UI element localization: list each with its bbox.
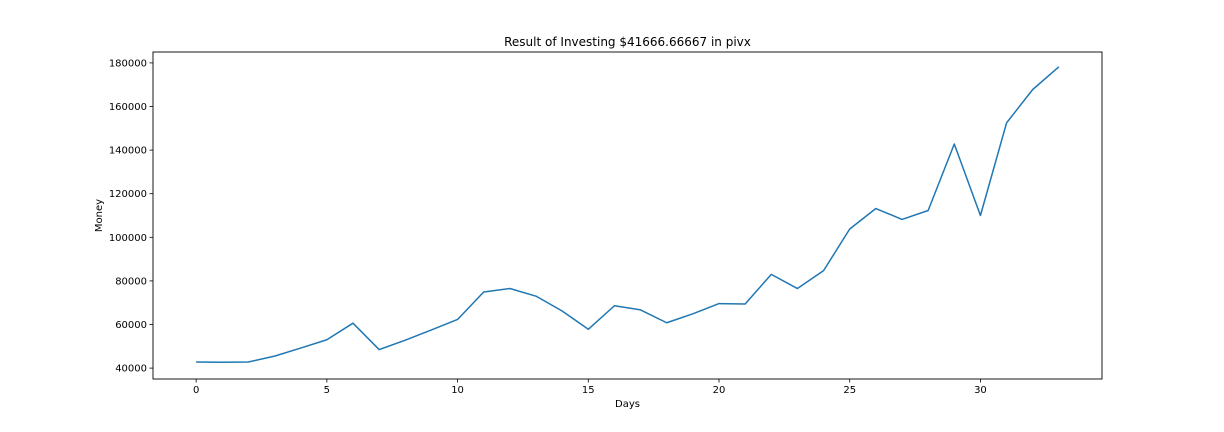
plot-frame [152, 51, 1103, 380]
y-tick-label: 140000 [109, 146, 147, 157]
y-tick-label: 180000 [109, 58, 147, 69]
y-tick-label: 40000 [115, 364, 147, 375]
x-tick-label: 30 [974, 385, 987, 396]
plot-area [153, 52, 1102, 379]
x-tick-label: 0 [193, 385, 199, 396]
y-tick-label: 160000 [109, 102, 147, 113]
chart-title: Result of Investing $41666.66667 in pivx [504, 35, 751, 49]
x-tick-label: 15 [582, 385, 595, 396]
x-axis-label: Days [615, 399, 640, 410]
x-tick-label: 20 [713, 385, 726, 396]
y-axis-label: Money [94, 199, 105, 232]
series-group [196, 66, 1060, 363]
x-tick-label: 10 [451, 385, 464, 396]
x-tick-label: 5 [324, 385, 330, 396]
y-tick-label: 100000 [109, 233, 147, 244]
x-tick-label: 25 [843, 385, 856, 396]
series-line [196, 66, 1060, 363]
y-tick-label: 120000 [109, 189, 147, 200]
axes: 0 5 10 15 20 25 30 40000 60000 80000 100000 120000 1… [109, 58, 987, 396]
y-tick-label: 80000 [115, 276, 147, 287]
y-tick-label: 60000 [115, 320, 147, 331]
